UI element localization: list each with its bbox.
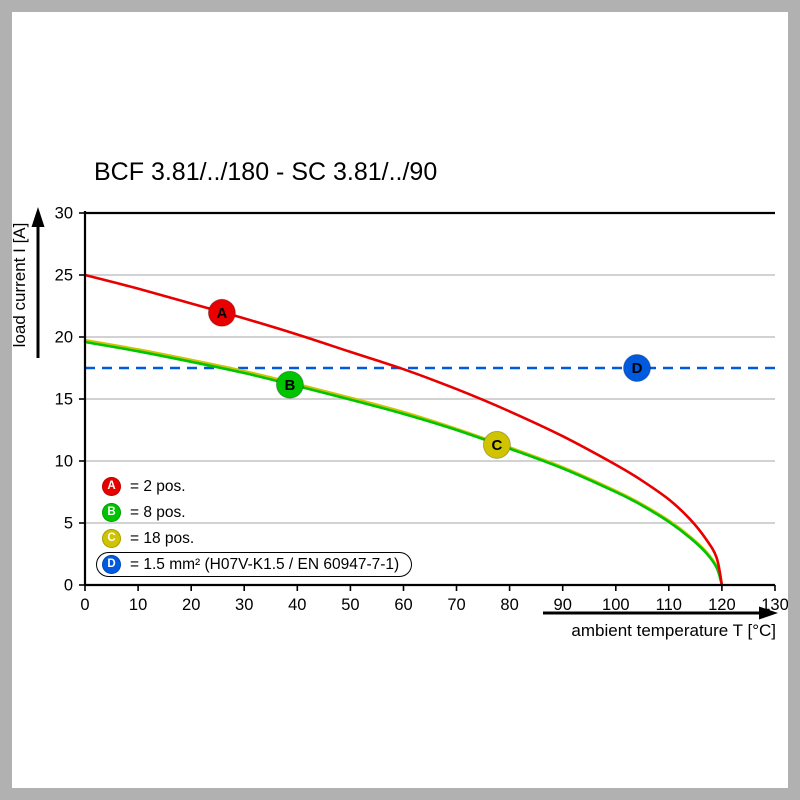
legend-marker-b: B (102, 503, 121, 522)
svg-text:B: B (284, 377, 295, 394)
svg-text:60: 60 (394, 596, 412, 614)
svg-text:50: 50 (341, 596, 359, 614)
svg-text:80: 80 (500, 596, 518, 614)
legend-item-d: D = 1.5 mm² (H07V-K1.5 / EN 60947-7-1) (96, 552, 413, 577)
svg-text:20: 20 (182, 596, 200, 614)
legend-label-a: = 2 pos. (130, 477, 186, 495)
legend-marker-c: C (102, 529, 121, 548)
svg-text:120: 120 (708, 596, 736, 614)
svg-text:110: 110 (656, 596, 682, 614)
legend-marker-a: A (102, 477, 121, 496)
svg-text:25: 25 (55, 267, 73, 285)
gridlines (85, 211, 775, 524)
svg-text:90: 90 (554, 596, 572, 614)
svg-text:20: 20 (55, 329, 73, 347)
svg-text:A: A (216, 305, 227, 322)
svg-text:30: 30 (235, 596, 253, 614)
markers: A B C D (207, 298, 651, 459)
svg-text:10: 10 (55, 453, 73, 471)
axes (79, 211, 776, 591)
svg-text:70: 70 (447, 596, 465, 614)
legend-marker-d: D (102, 555, 121, 574)
legend-item-c: C = 18 pos. (96, 526, 207, 551)
tick-labels: 0 10 20 30 40 50 60 70 80 90 100 110 120 130 0 5 10 15 20 2… (55, 205, 789, 615)
x-axis-label: ambient temperature T [°C] (571, 621, 776, 640)
svg-text:D: D (632, 360, 643, 377)
legend-item-b: B = 8 pos. (96, 500, 199, 525)
svg-text:10: 10 (129, 596, 147, 614)
svg-text:15: 15 (55, 391, 73, 409)
svg-text:100: 100 (602, 596, 630, 614)
chart-title: BCF 3.81/../180 - SC 3.81/../90 (94, 158, 438, 186)
svg-text:0: 0 (80, 596, 89, 614)
svg-text:40: 40 (288, 596, 306, 614)
svg-text:130: 130 (761, 596, 789, 614)
svg-text:5: 5 (64, 515, 73, 533)
marker-B: B (275, 370, 304, 399)
x-axis-arrow-icon (543, 606, 778, 620)
svg-text:0: 0 (64, 577, 73, 595)
marker-C: C (482, 430, 511, 459)
legend-label-b: = 8 pos. (130, 503, 186, 521)
legend-label-c: = 18 pos. (130, 529, 195, 547)
legend-label-d: = 1.5 mm² (H07V-K1.5 / EN 60947-7-1) (130, 555, 400, 573)
svg-text:30: 30 (55, 205, 73, 223)
legend-item-a: A = 2 pos. (96, 474, 199, 499)
marker-D: D (623, 354, 651, 382)
legend: A = 2 pos. B = 8 pos. C = 18 pos. D = 1.… (96, 474, 413, 578)
svg-text:C: C (491, 437, 502, 454)
marker-A: A (207, 298, 236, 327)
y-axis-arrow-icon (31, 207, 45, 358)
